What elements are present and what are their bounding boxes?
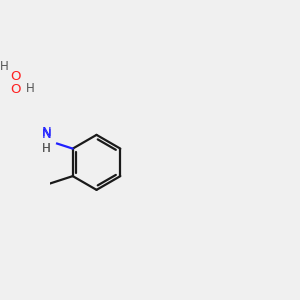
Text: N: N [42,126,51,139]
Text: N: N [42,128,51,141]
Text: H: H [0,61,9,74]
Text: H: H [42,142,51,155]
Text: H: H [42,142,51,155]
Text: O: O [10,83,20,96]
Text: H: H [26,82,35,95]
Text: O: O [10,70,21,83]
